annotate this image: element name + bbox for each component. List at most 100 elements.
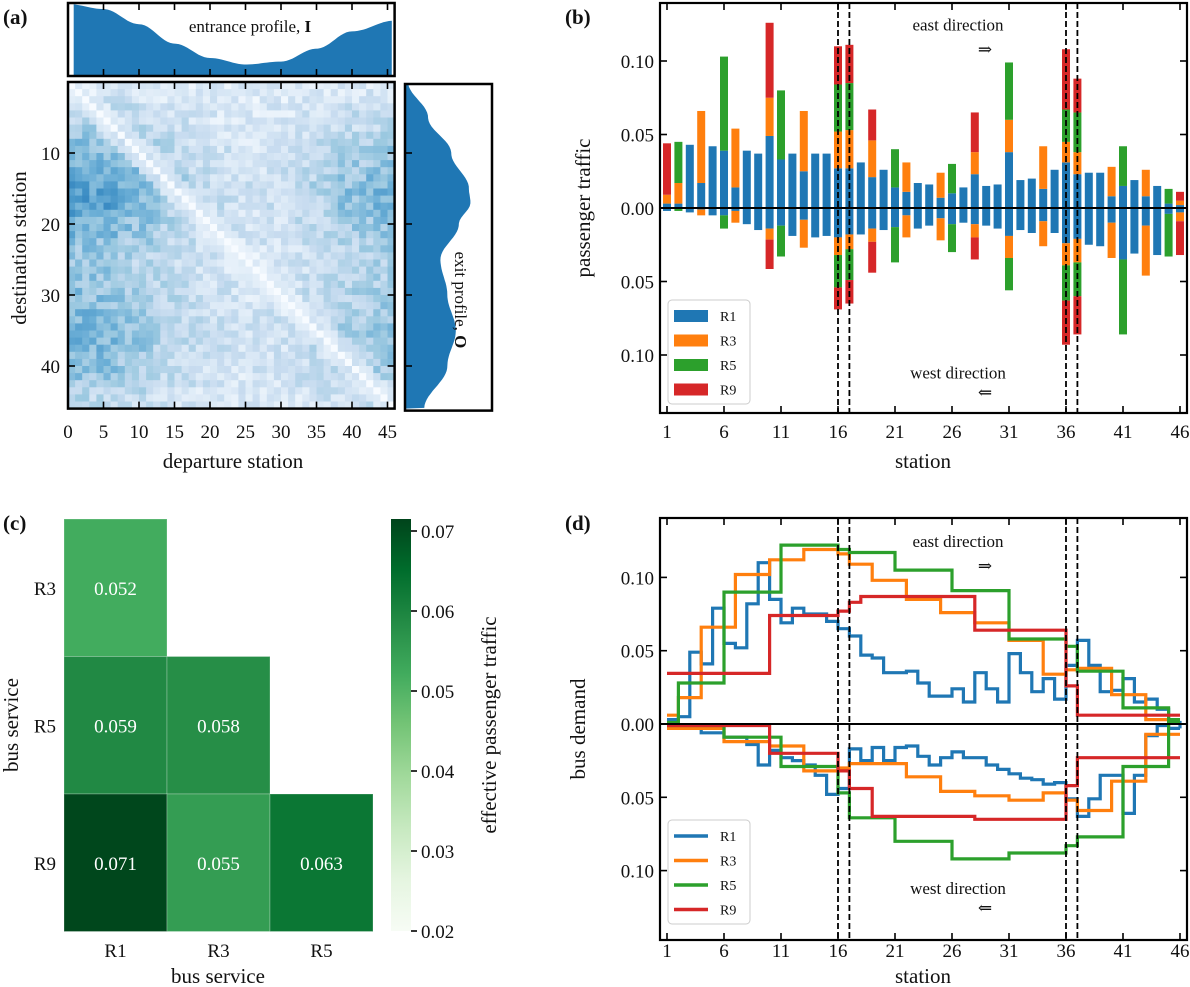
heatmap-cell (139, 330, 147, 338)
heatmap-cell (103, 209, 111, 218)
heatmap-cell (259, 373, 268, 381)
heatmap-cell (110, 330, 119, 338)
heatmap-cell (75, 351, 83, 360)
heatmap-cell (167, 167, 175, 175)
heatmap-cell (202, 287, 211, 296)
heatmap-cell (167, 188, 175, 196)
heatmap-cell (281, 188, 289, 196)
heatmap-cell (380, 82, 388, 90)
heatmap-cell (124, 295, 133, 303)
heatmap-cell (359, 138, 367, 147)
heatmap-cell (281, 330, 289, 338)
heatmap-cell (273, 401, 282, 409)
bar-west-r1 (708, 208, 717, 216)
heatmap-cell (160, 195, 168, 204)
heatmap-cell (387, 252, 395, 260)
heatmap-cell (153, 216, 161, 225)
heatmap-cell (96, 309, 104, 317)
bar-east-r1 (936, 197, 945, 208)
heatmap-cell (266, 344, 275, 353)
heatmap-cell (295, 337, 303, 346)
heatmap-cell (231, 344, 239, 353)
heatmap-cell (380, 174, 388, 182)
heatmap-cell (281, 366, 289, 374)
heatmap-cell (167, 174, 175, 182)
heatmap-cell (387, 366, 395, 374)
y-tick-label: 40 (41, 357, 60, 378)
heatmap-cell (68, 259, 76, 267)
heatmap-cell (139, 295, 147, 303)
heatmap-cell (295, 145, 303, 154)
heatmap-cell (117, 216, 126, 225)
heatmap-cell (89, 366, 97, 374)
heatmap-cell (139, 287, 147, 296)
heatmap-cell (160, 401, 168, 409)
bar-east-r1 (1141, 196, 1150, 208)
bar-west-r1 (731, 208, 740, 211)
heatmap-cell (124, 103, 133, 111)
heatmap-cell (131, 273, 140, 282)
bar-east-r1 (993, 184, 1002, 208)
heatmap-cell (366, 302, 374, 310)
heatmap-cell (245, 188, 253, 196)
heatmap-cell (281, 103, 289, 111)
bar-west-r3 (765, 228, 774, 240)
heatmap-cell (153, 124, 161, 133)
heatmap-cell (110, 110, 119, 118)
heatmap-cell (117, 188, 126, 196)
heatmap-cell (309, 287, 317, 296)
heatmap-cell (68, 351, 76, 360)
heatmap-cell (344, 153, 353, 161)
heatmap-cell (224, 231, 232, 239)
heatmap-cell (202, 103, 211, 111)
heatmap-cell (259, 366, 268, 374)
heatmap-cell (252, 103, 261, 111)
heatmap-cell (281, 351, 289, 360)
heatmap-cell (110, 259, 119, 267)
heatmap-cell (96, 302, 104, 310)
heatmap-cell (96, 252, 104, 260)
heatmap-cell (373, 358, 381, 367)
heatmap-cell (195, 323, 204, 331)
heatmap-cell (117, 387, 126, 395)
heatmap-cell (330, 280, 339, 289)
heatmap-cell (359, 401, 367, 409)
heatmap-cell (82, 138, 90, 147)
legend-label-r9: R9 (720, 904, 736, 919)
heatmap-cell (75, 316, 83, 324)
heatmap-cell (387, 167, 395, 175)
heatmap-cell (110, 309, 119, 317)
heatmap-cell (224, 82, 232, 90)
heatmap-cell (259, 103, 268, 111)
heatmap-cell (96, 401, 104, 409)
heatmap-cell (75, 89, 83, 97)
heatmap-cell (68, 216, 76, 225)
heatmap-cell (252, 117, 261, 125)
heatmap-cell (231, 216, 239, 225)
heatmap-cell (259, 266, 268, 275)
heatmap-cell (75, 181, 83, 189)
heatmap-cell (224, 188, 232, 196)
heatmap-cell (153, 351, 161, 360)
heatmap-cell (167, 195, 175, 204)
heatmap-cell (380, 138, 388, 147)
bar-west-r1 (663, 208, 671, 211)
heatmap-cell (195, 202, 204, 211)
bar-west-r5 (1005, 257, 1013, 291)
heatmap-cell (117, 153, 126, 161)
heatmap-cell (380, 181, 388, 189)
heatmap-cell (146, 273, 154, 282)
x-tick-label: R5 (310, 941, 332, 962)
heatmap-cell (210, 124, 218, 133)
heatmap-cell (252, 110, 261, 118)
y-tick-label: 0.00 (621, 199, 654, 220)
heatmap-cell (366, 216, 374, 225)
heatmap-cell (259, 188, 268, 196)
heatmap-cell (302, 287, 310, 296)
heatmap-cell (302, 153, 310, 161)
heatmap-cell (117, 224, 126, 232)
bar-east-r9 (970, 112, 979, 153)
heatmap-cell (259, 167, 268, 175)
heatmap-cell (167, 302, 175, 310)
bar-east-r3 (731, 128, 740, 188)
